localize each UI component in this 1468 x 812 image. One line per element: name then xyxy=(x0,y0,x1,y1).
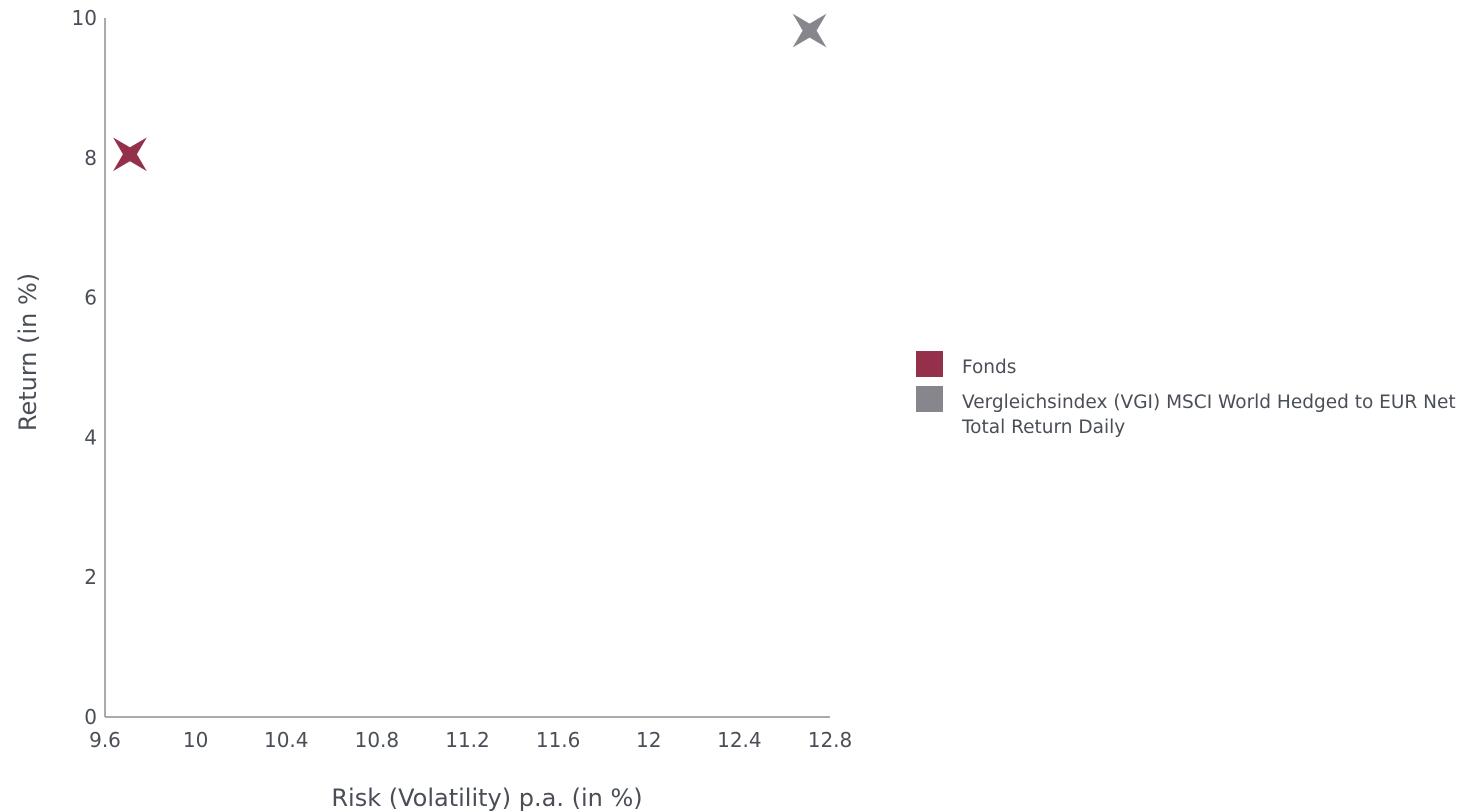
x-tick-labels: 9.6 10 10.4 10.8 11.2 11.6 12 12.4 12.8 xyxy=(89,728,852,752)
x-tick-label: 11.6 xyxy=(536,728,581,752)
y-tick-labels: 0 2 4 6 8 10 xyxy=(72,6,97,729)
y-tick-label: 8 xyxy=(84,146,97,170)
legend-label-benchmark: Vergleichsindex (VGI) MSCI World Hedged … xyxy=(962,392,1456,438)
legend-item-fonds[interactable]: Fonds xyxy=(916,351,1468,380)
y-tick-label: 0 xyxy=(84,705,97,729)
x-tick-label: 10 xyxy=(183,728,208,752)
y-tick-label: 10 xyxy=(72,6,97,30)
x-tick-label: 10.8 xyxy=(355,728,400,752)
y-tick-label: 4 xyxy=(84,425,97,449)
y-axis-title: Return (in %) xyxy=(14,273,42,431)
data-point-benchmark[interactable] xyxy=(792,13,827,48)
x-axis-title: Risk (Volatility) p.a. (in %) xyxy=(331,784,642,812)
data-point-fonds[interactable] xyxy=(112,137,147,172)
legend-swatch-benchmark xyxy=(916,386,943,412)
x-tick-label: 12.4 xyxy=(717,728,762,752)
legend-swatch-fonds xyxy=(916,351,943,377)
y-tick-label: 2 xyxy=(84,565,97,589)
legend: Fonds Vergleichsindex (VGI) MSCI World H… xyxy=(916,351,1468,446)
x-tick-label: 9.6 xyxy=(89,728,121,752)
legend-item-benchmark[interactable]: Vergleichsindex (VGI) MSCI World Hedged … xyxy=(916,386,1468,440)
legend-label-fonds: Fonds xyxy=(962,357,1017,378)
y-tick-label: 6 xyxy=(84,286,97,310)
x-tick-label: 12 xyxy=(636,728,661,752)
x-tick-label: 12.8 xyxy=(808,728,853,752)
x-tick-label: 11.2 xyxy=(445,728,490,752)
data-points xyxy=(112,13,827,172)
x-tick-label: 10.4 xyxy=(264,728,309,752)
